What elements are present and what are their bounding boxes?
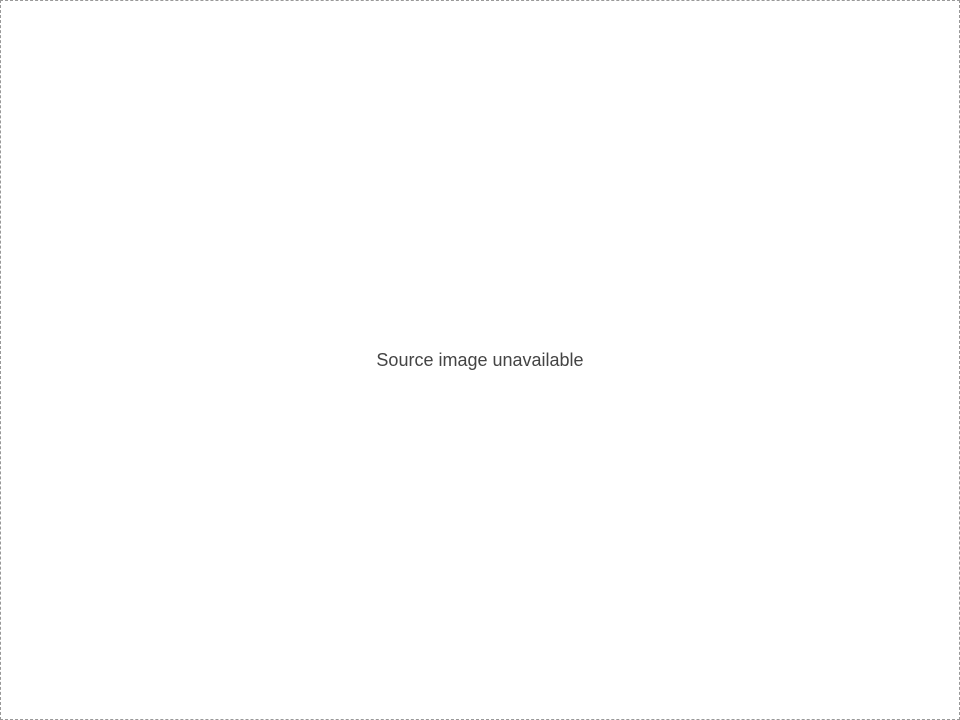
placeholder-notice: Source image unavailable [0,0,960,720]
